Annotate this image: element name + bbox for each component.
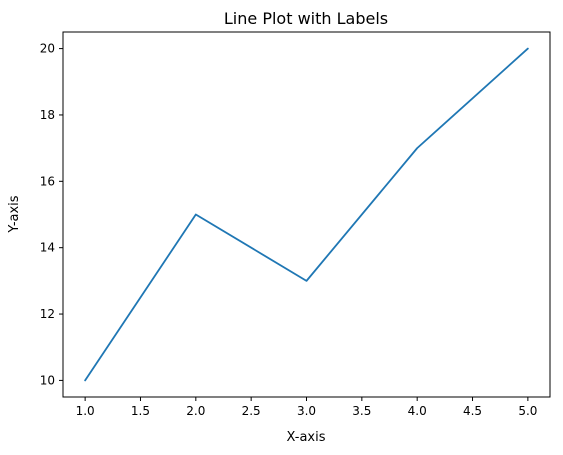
y-tick-label: 18 — [40, 108, 55, 122]
x-tick-label: 1.5 — [131, 404, 150, 418]
y-axis-label: Y-axis — [7, 195, 22, 233]
x-axis-ticks: 1.0 1.5 2.0 2.5 3.0 3.5 4.0 4.5 5.0 — [76, 397, 537, 418]
plot-frame — [62, 31, 551, 398]
y-tick-label: 20 — [40, 42, 55, 56]
x-axis-label: X-axis — [287, 430, 326, 445]
x-tick-label: 3.0 — [297, 404, 316, 418]
x-tick-label: 2.0 — [186, 404, 205, 418]
plot-area: 1.0 1.5 2.0 2.5 3.0 3.5 4.0 4.5 5.0 10 12 14 16 18 20 — [40, 31, 551, 418]
chart-title: Line Plot with Labels — [224, 9, 388, 28]
line-series — [84, 47, 529, 382]
y-tick-label: 12 — [40, 307, 55, 321]
series-layer — [84, 47, 529, 382]
x-tick-label: 4.5 — [463, 404, 482, 418]
y-axis-ticks: 10 12 14 16 18 20 — [40, 42, 63, 387]
x-tick-label: 1.0 — [76, 404, 95, 418]
y-tick-label: 16 — [40, 174, 55, 188]
x-tick-label: 3.5 — [352, 404, 371, 418]
x-tick-label: 5.0 — [518, 404, 537, 418]
y-tick-label: 10 — [40, 373, 55, 387]
x-tick-label: 4.0 — [408, 404, 427, 418]
y-tick-label: 14 — [40, 241, 55, 255]
x-tick-label: 2.5 — [242, 404, 261, 418]
